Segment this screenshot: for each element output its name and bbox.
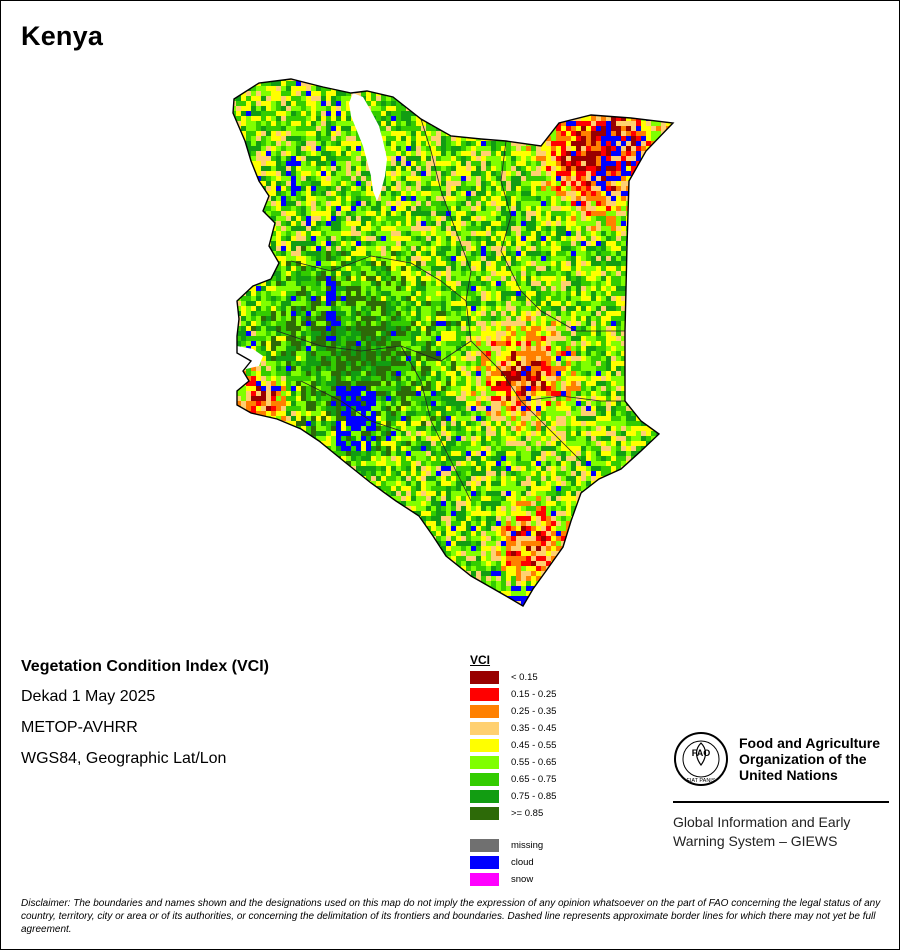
- lake-turkana: [349, 93, 387, 201]
- org-name-line: Organization of the: [739, 751, 867, 767]
- legend-swatch: [470, 839, 499, 852]
- legend-swatch: [470, 722, 499, 735]
- legend-label: snow: [511, 874, 534, 885]
- sensor-label: METOP-AVHRR: [21, 719, 138, 736]
- product-title: Vegetation Condition Index (VCI): [21, 658, 269, 675]
- legend-title: VCI: [470, 653, 491, 667]
- giews-line: Warning System – GIEWS: [673, 833, 838, 849]
- fao-branding: FAO FIAT PANIS Food and Agriculture Orga…: [673, 731, 889, 851]
- map-canvas: [232, 78, 674, 607]
- legend-label: < 0.15: [511, 672, 538, 683]
- legend-item: 0.75 - 0.85: [470, 788, 556, 805]
- fao-logo-letters: FAO: [692, 748, 711, 758]
- org-name-line: United Nations: [739, 767, 838, 783]
- legend-swatch: [470, 873, 499, 886]
- legend-item: 0.15 - 0.25: [470, 686, 556, 703]
- fao-logo: FAO FIAT PANIS: [674, 732, 728, 786]
- map-info: Vegetation Condition Index (VCI) Dekad 1…: [21, 658, 269, 781]
- legend-item: < 0.15: [470, 669, 556, 686]
- country-title: Kenya: [21, 21, 104, 51]
- legend-swatch: [470, 705, 499, 718]
- vci-map: [1, 1, 900, 621]
- legend-swatch: [470, 790, 499, 803]
- lake-victoria-shore: [237, 346, 263, 369]
- org-name-line: Food and Agriculture: [739, 735, 881, 751]
- legend-label: 0.25 - 0.35: [511, 706, 557, 717]
- vci-raster: [233, 79, 673, 606]
- legend-item: 0.25 - 0.35: [470, 703, 556, 720]
- legend-item: 0.55 - 0.65: [470, 754, 556, 771]
- period-label: Dekad 1 May 2025: [21, 688, 156, 705]
- giews-line: Global Information and Early: [673, 814, 851, 830]
- disclaimer: Disclaimer: The boundaries and names sho…: [21, 898, 881, 935]
- legend-swatch: [470, 739, 499, 752]
- legend-swatch: [470, 671, 499, 684]
- legend-item: 0.65 - 0.75: [470, 771, 556, 788]
- legend-swatch: [470, 756, 499, 769]
- legend-item: 0.35 - 0.45: [470, 720, 556, 737]
- legend-label: 0.55 - 0.65: [511, 757, 557, 768]
- legend-label: 0.65 - 0.75: [511, 774, 557, 785]
- legend-item: snow: [470, 871, 556, 888]
- giews-label: Global Information and Early Warning Sys…: [673, 813, 889, 851]
- legend-item: 0.45 - 0.55: [470, 737, 556, 754]
- legend-item: cloud: [470, 854, 556, 871]
- legend-item: >= 0.85: [470, 805, 556, 822]
- legend-label: cloud: [511, 857, 534, 868]
- legend-label: 0.45 - 0.55: [511, 740, 557, 751]
- map-legend: VCI < 0.15 0.15 - 0.25 0.25 - 0.35 0.35 - 0…: [470, 653, 556, 888]
- legend-swatch: [470, 773, 499, 786]
- legend-swatch: [470, 688, 499, 701]
- legend-item: missing: [470, 837, 556, 854]
- legend-special: missing cloud snow: [470, 837, 556, 888]
- org-name: Food and Agriculture Organization of the…: [739, 735, 880, 783]
- admin-boundaries: [276, 118, 625, 502]
- fao-logo-motto: FIAT PANIS: [686, 778, 715, 784]
- divider: [673, 801, 889, 803]
- legend-swatch: [470, 807, 499, 820]
- legend-label: 0.15 - 0.25: [511, 689, 557, 700]
- legend-classes: < 0.15 0.15 - 0.25 0.25 - 0.35 0.35 - 0.45 0…: [470, 669, 556, 822]
- projection-label: WGS84, Geographic Lat/Lon: [21, 750, 227, 767]
- legend-label: 0.35 - 0.45: [511, 723, 557, 734]
- legend-label: >= 0.85: [511, 808, 544, 819]
- legend-swatch: [470, 856, 499, 869]
- legend-label: 0.75 - 0.85: [511, 791, 557, 802]
- legend-label: missing: [511, 840, 544, 851]
